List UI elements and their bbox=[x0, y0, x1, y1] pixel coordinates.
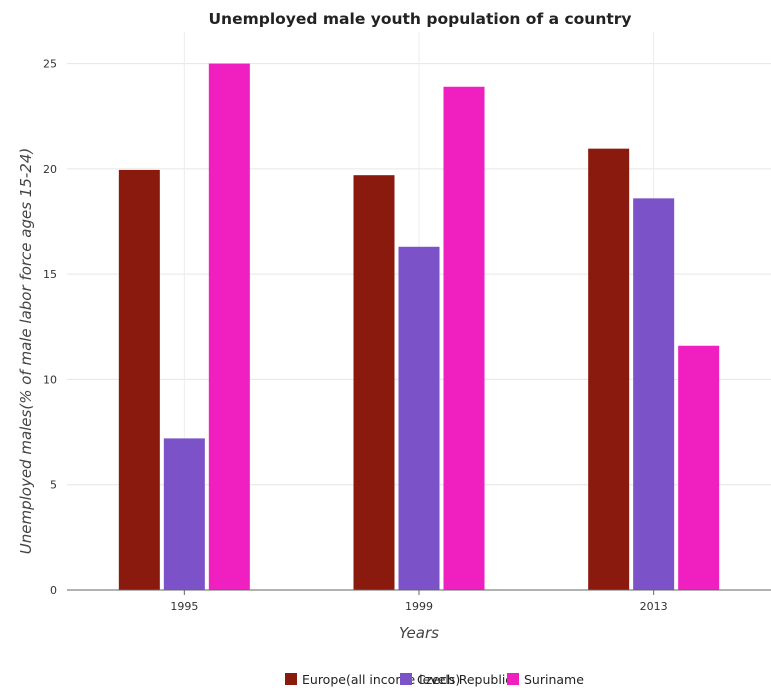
bar bbox=[678, 345, 720, 590]
bar bbox=[633, 198, 675, 590]
y-tick-label: 10 bbox=[43, 373, 57, 386]
y-tick-label: 0 bbox=[50, 584, 57, 597]
bar bbox=[208, 63, 250, 591]
x-tick-label: 1995 bbox=[170, 600, 198, 613]
bars bbox=[118, 63, 720, 591]
bar bbox=[353, 175, 395, 590]
legend-label: Czech Republic bbox=[417, 672, 512, 687]
y-tick-label: 20 bbox=[43, 163, 57, 176]
axes: 0 5 10 15 20 25 1995 1999 2013 bbox=[43, 58, 771, 613]
y-tick-label: 5 bbox=[50, 479, 57, 492]
chart-title: Unemployed male youth population of a co… bbox=[208, 10, 631, 28]
bar bbox=[118, 169, 160, 590]
bar bbox=[443, 86, 485, 591]
legend-label: Suriname bbox=[524, 672, 584, 687]
bar bbox=[163, 438, 205, 590]
legend: Europe(all income levels)Czech Republic S… bbox=[285, 672, 584, 687]
bar bbox=[398, 246, 440, 591]
legend-label: Europe(all income levels) bbox=[302, 672, 460, 687]
x-axis-label: Years bbox=[399, 624, 439, 642]
legend-swatch bbox=[400, 673, 412, 685]
y-tick-label: 15 bbox=[43, 268, 57, 281]
legend-swatch bbox=[285, 673, 297, 685]
y-tick-label: 25 bbox=[43, 58, 57, 71]
y-axis-label: Unemployed males(% of male labor force a… bbox=[17, 148, 35, 555]
x-tick-label: 2013 bbox=[640, 600, 668, 613]
x-tick-label: 1999 bbox=[405, 600, 433, 613]
bar bbox=[588, 148, 630, 591]
legend-swatch bbox=[507, 673, 519, 685]
